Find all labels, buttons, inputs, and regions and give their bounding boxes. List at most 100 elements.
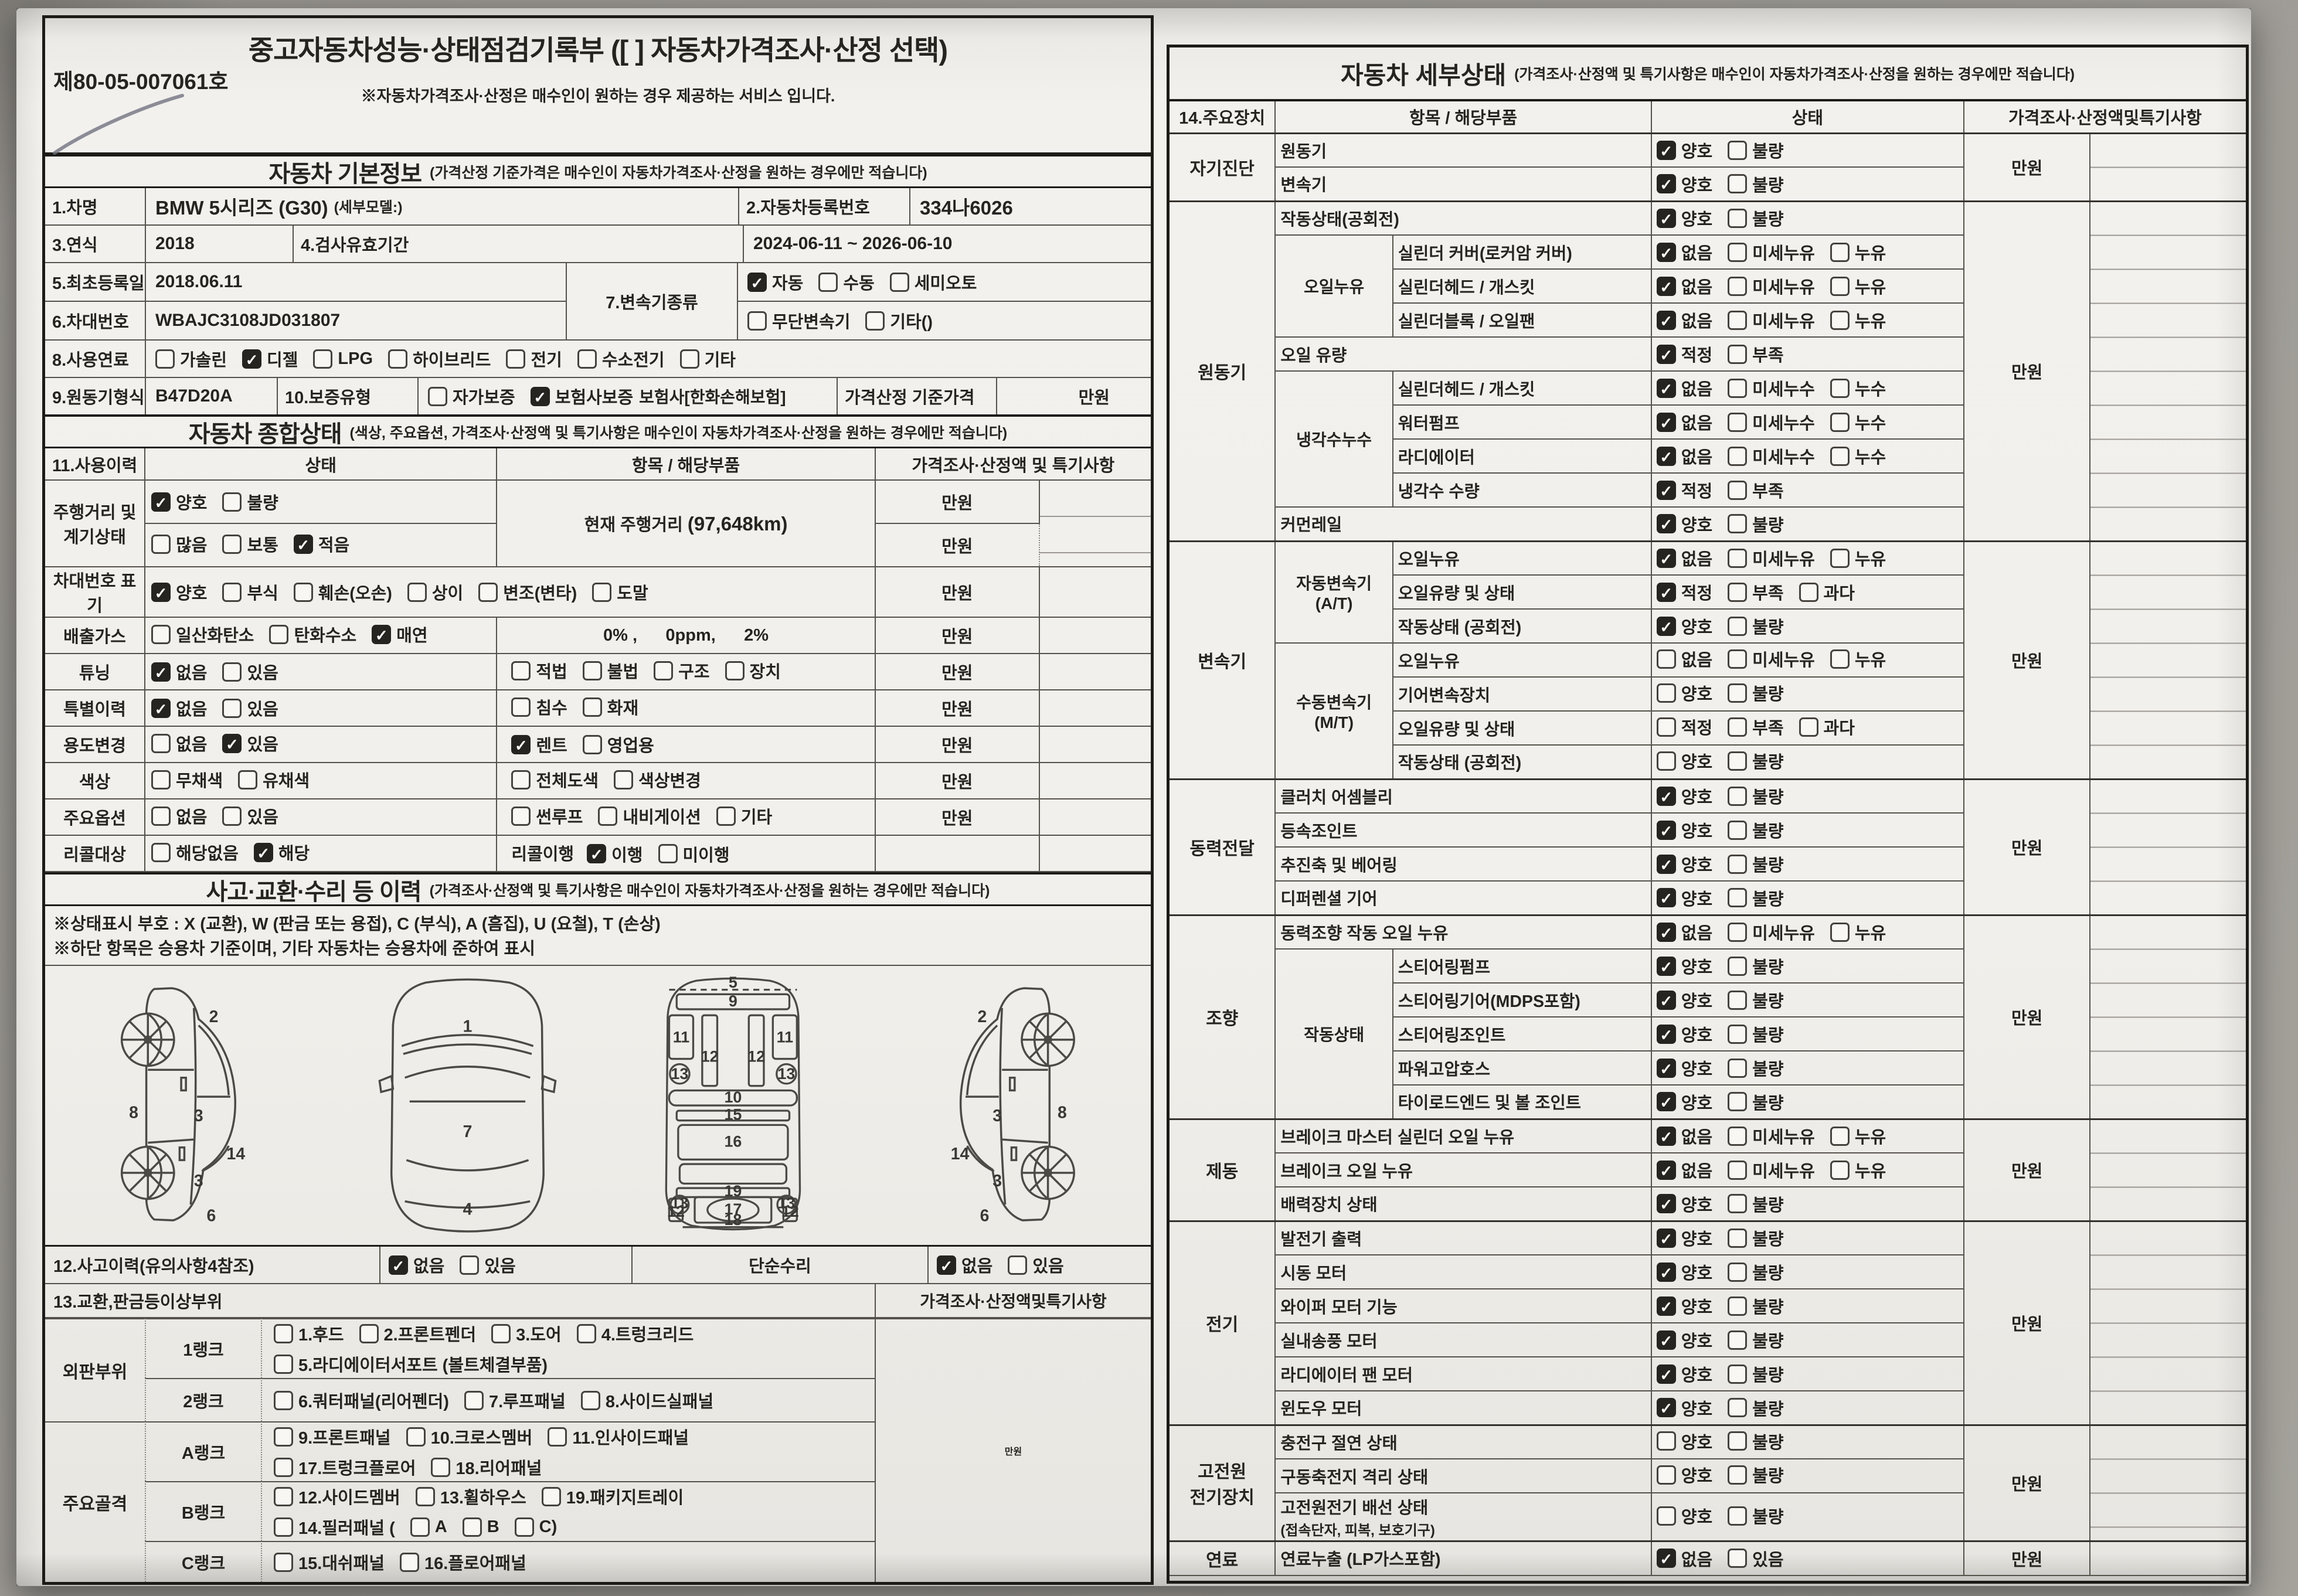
option-label: 미세누유 — [1752, 312, 1815, 331]
option-과다: 과다 — [1799, 714, 1855, 739]
checkbox-checked-적음: ✓ — [293, 534, 313, 554]
subgroup-label: 작동상태 — [1274, 948, 1393, 1119]
group-price-note — [2089, 1220, 2246, 1425]
option-label: 보통 — [247, 536, 278, 556]
item-실린더헤드 / 개스킷: 실린더헤드 / 개스킷 — [1392, 268, 1652, 304]
options: ✓ 없음 미세누유 누유 — [1656, 240, 1886, 264]
checkbox-기타 — [679, 349, 699, 369]
item-발전기 출력: 발전기 출력 — [1274, 1220, 1652, 1255]
option-양호: ✓ 양호 — [1656, 512, 1712, 536]
option-label: LPG — [338, 349, 373, 368]
options: ✓ 양호 부식 훼손(오손) 상이 변조(변타) 도말 — [151, 580, 648, 604]
state-오일유량 및 상태: ✓ 적정 부족 과다 — [1650, 574, 1964, 610]
option-렌트: ✓ 렌트 — [511, 732, 567, 757]
option-label: 없음 — [1681, 1128, 1713, 1148]
checkbox-checked-없음: ✓ — [1656, 922, 1676, 942]
option-label: 누유 — [1854, 550, 1886, 570]
option-label: 이행 — [611, 846, 643, 865]
row12-label: 12.사고이력(유의사항4참조) — [53, 1257, 254, 1276]
option-미세누수: 미세누수 — [1728, 444, 1815, 468]
option-label: 16.플로어패널 — [424, 1554, 526, 1573]
options: ✓ 양호 불량 — [1656, 1294, 1784, 1318]
basic-row: 3.연식 2018 4.검사유효기간 2024-06-11 ~ 2026-06-10 — [45, 226, 1151, 263]
option-label: 해당없음 — [176, 845, 239, 864]
item-변속기: 변속기 — [1274, 166, 1652, 202]
state-실내송풍 모터: ✓ 양호 불량 — [1650, 1322, 1964, 1357]
checkbox-불량 — [1728, 140, 1748, 160]
option-불량: 불량 — [1728, 1022, 1784, 1046]
price-note-cell — [1038, 566, 1151, 618]
diagram-number-8: 8 — [1058, 1104, 1067, 1122]
row-label-mileage: 주행거리 및 계기상태 — [45, 479, 146, 567]
options: ✓ 없음 미세누수 누수 — [1656, 444, 1886, 468]
checkbox-많음 — [151, 534, 171, 554]
option-불량: 불량 — [1728, 1396, 1784, 1420]
checkbox-없음 — [151, 733, 171, 753]
option-부족: 부족 — [1728, 478, 1784, 502]
item-워터펌프: 워터펌프 — [1392, 404, 1652, 440]
option-12.사이드멤버: 12.사이드멤버 — [274, 1484, 400, 1509]
option-label: A — [434, 1517, 447, 1536]
option-label: 불량 — [1752, 1332, 1784, 1351]
options: ✓ 없음 있음 — [1656, 1546, 1784, 1571]
options: 가솔린 ✓ 디젤 LPG 하이브리드 전기 수소전기 기타 — [155, 346, 736, 371]
state-작동상태(공회전): ✓ 양호 불량 — [1650, 200, 1964, 236]
option-label: 불량 — [1752, 1433, 1784, 1452]
checkbox-불량 — [1728, 208, 1748, 228]
checkbox-색상변경 — [614, 770, 634, 790]
option-label: 불량 — [1752, 1060, 1784, 1079]
state-작동상태 (공회전): ✓ 양호 불량 — [1650, 608, 1964, 644]
option-label: 양호 — [1681, 958, 1713, 977]
field-label-reg-no: 2.자동차등록번호 — [738, 188, 909, 224]
checkbox-checked-양호: ✓ — [1656, 854, 1676, 874]
rank-line: 15.대쉬패널 16.플로어패널 — [274, 1550, 526, 1574]
checkbox-누유 — [1830, 922, 1850, 942]
option-해당: ✓ 해당 — [253, 840, 310, 865]
option-양호: ✓ 양호 — [1656, 1056, 1712, 1080]
checkbox-구조 — [654, 661, 674, 680]
field-label-car-name: 1.차명 — [52, 199, 98, 217]
field-label-first-reg: 5.최초등록일 — [52, 274, 145, 293]
option-미세누유: 미세누유 — [1728, 1158, 1815, 1182]
subgroup-label: 수동변속기 (M/T) — [1274, 642, 1393, 780]
option-label: 불량 — [1752, 1508, 1784, 1527]
option-양호: ✓ 양호 — [1656, 614, 1712, 638]
state-리콜대상: 해당없음 ✓ 해당 — [144, 835, 498, 872]
diagram-number-17: 17 — [724, 1200, 742, 1218]
option-17.트렁크플로어: 17.트렁크플로어 — [274, 1455, 416, 1479]
group-main-frame: 주요골격 — [45, 1421, 145, 1582]
checkbox-10.크로스멤버 — [406, 1427, 426, 1447]
option-누유: 누유 — [1830, 920, 1886, 944]
option-누수: 누수 — [1830, 444, 1886, 468]
checkbox-checked-자동: ✓ — [747, 272, 767, 292]
option-불량: 불량 — [1728, 1429, 1784, 1454]
state-추진축 및 베어링: ✓ 양호 불량 — [1650, 846, 1964, 882]
checkbox-누유 — [1830, 1126, 1850, 1146]
checkbox-과다 — [1799, 582, 1818, 602]
option-6.쿼터패널(리어펜더): 6.쿼터패널(리어펜더) — [274, 1388, 449, 1413]
option-불량: 불량 — [1728, 614, 1784, 638]
item-스티어링펌프: 스티어링펌프 — [1392, 948, 1652, 984]
options: 해당없음 ✓ 해당 — [151, 840, 310, 865]
options: 양호 불량 — [1656, 680, 1784, 705]
option-label: C) — [539, 1517, 557, 1536]
options: 양호 불량 — [1656, 1429, 1784, 1454]
field-label-inspection: 4.검사유효기간 — [293, 226, 743, 262]
price-note-cell — [1038, 762, 1151, 799]
rank-items-2랭크: 6.쿼터패널(리어펜더) 7.루프패널 8.사이드실패널 — [261, 1378, 875, 1421]
rank-grid: 외판부위 주요골격 1랭크 1.후드 2.프론트펜더 3.도어 4.트렁크리드 5.라디에이터… — [45, 1318, 1151, 1582]
checkbox-18.리어패널 — [431, 1457, 451, 1477]
checkbox-보통 — [222, 534, 242, 554]
option-label: 없음 — [1681, 380, 1713, 399]
state-와이퍼 모터 기능: ✓ 양호 불량 — [1650, 1288, 1964, 1323]
option-미세누유: 미세누유 — [1728, 274, 1815, 298]
checkbox-불량 — [1728, 888, 1748, 908]
option-label: 양호 — [1681, 1026, 1713, 1045]
option-불량: 불량 — [1728, 138, 1784, 162]
item-등속조인트: 등속조인트 — [1274, 812, 1652, 848]
checkbox-불량 — [1728, 174, 1748, 194]
basic-row: 9.원동기형식 B47D20A 10.보증유형 자가보증 ✓ 보험사보증 보험사[한화손해보… — [45, 378, 1151, 414]
option-자가보증: 자가보증 — [428, 384, 515, 409]
option-label: 양호 — [1681, 1400, 1713, 1419]
